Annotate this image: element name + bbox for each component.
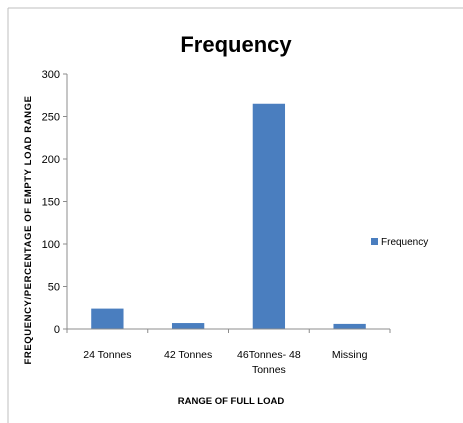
- y-tick-label: 250: [42, 112, 60, 124]
- chart-title: Frequency: [180, 32, 292, 57]
- y-tick-label: 200: [42, 154, 60, 166]
- bar: [91, 308, 124, 329]
- y-tick-label: 0: [54, 324, 60, 336]
- y-tick-label: 150: [42, 197, 60, 209]
- y-axis-ticks: 0 50 100 150 200 250 300: [42, 69, 67, 336]
- y-tick-label: 50: [48, 282, 60, 294]
- x-tick-label: 46Tonnes- 48 Tonnes: [237, 349, 301, 376]
- bar: [171, 323, 205, 329]
- legend: Frequency: [371, 237, 428, 248]
- bar: [333, 323, 366, 329]
- x-axis-labels: 24 Tonnes 42 Tonnes 46Tonnes- 48 Tonnes Miss…: [83, 349, 367, 376]
- x-axis-title: RANGE OF FULL LOAD: [178, 396, 285, 407]
- x-tick-label: 24 Tonnes: [83, 349, 131, 361]
- x-tick-label: Missing: [332, 349, 368, 361]
- bars-group: [91, 103, 366, 329]
- legend-label: Frequency: [381, 237, 428, 248]
- y-axis-title: FREQUENCY/PERCENTAGE OF EMPTY LOAD RANGE: [23, 95, 34, 364]
- y-tick-label: 100: [42, 239, 60, 251]
- legend-swatch: [371, 238, 378, 245]
- bar: [252, 103, 286, 329]
- axes: [66, 74, 391, 333]
- x-tick-label: 42 Tonnes: [164, 349, 212, 361]
- y-tick-label: 300: [42, 69, 60, 81]
